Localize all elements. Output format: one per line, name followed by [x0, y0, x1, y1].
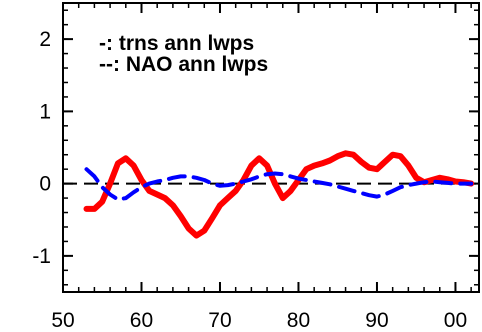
- y-tick-label: 0: [39, 173, 51, 196]
- plot-frame: [62, 2, 480, 293]
- legend-entry-nao: --: NAO ann lwps: [99, 53, 268, 76]
- series-line-trns: [83, 150, 475, 239]
- legend-entry-trns: -: trns ann lwps: [99, 32, 254, 55]
- series-line-nao: [84, 167, 474, 202]
- x-tick-label: 80: [287, 309, 310, 332]
- x-tick-label: 50: [51, 309, 74, 332]
- x-tick-label: 70: [208, 309, 231, 332]
- x-tick-label: 90: [365, 309, 388, 332]
- y-tick-label: 1: [39, 100, 51, 123]
- x-tick-label: 00: [444, 309, 467, 332]
- x-tick-label: 60: [130, 309, 153, 332]
- y-tick-label: 2: [39, 28, 51, 51]
- y-tick-label: -1: [32, 245, 51, 268]
- legend: -: trns ann lwps --: NAO ann lwps: [99, 32, 268, 76]
